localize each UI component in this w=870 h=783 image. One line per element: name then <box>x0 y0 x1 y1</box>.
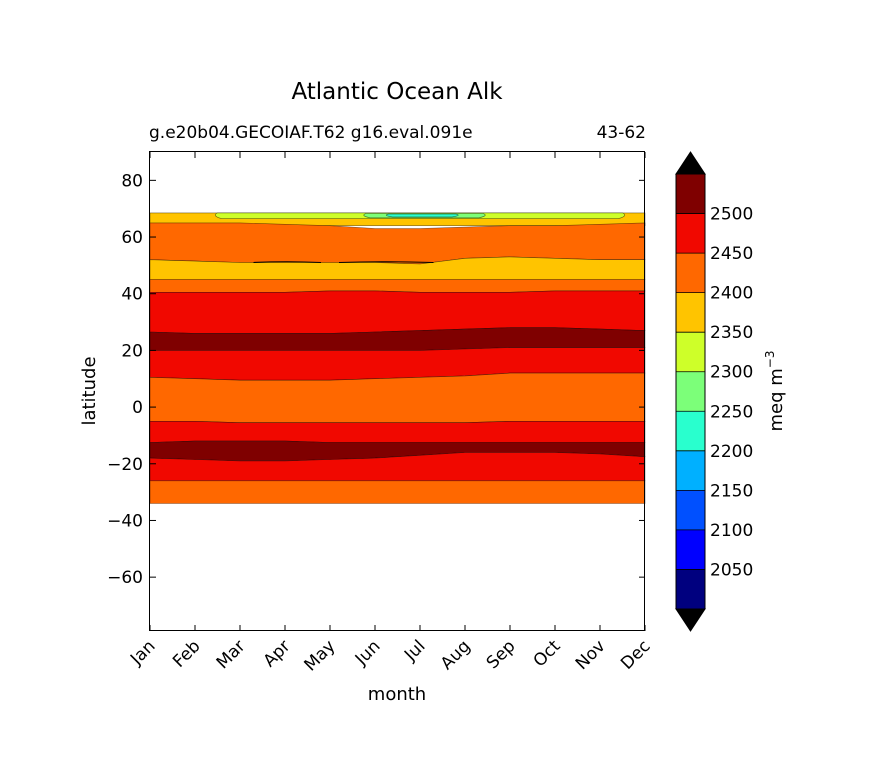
contour-band-3 <box>149 279 646 293</box>
colorbar-tick-label-9: 2050 <box>710 560 753 580</box>
contour-line-1 <box>338 261 434 264</box>
colorbar-segment-0 <box>676 569 705 609</box>
y-axis-label: latitude <box>79 356 100 425</box>
colorbar: 2500 2450 2400 2350 2300 2250 2200 2150 2100 2050 <box>675 151 753 632</box>
x-tick-label-3: Apr <box>260 636 295 671</box>
contour-line-0 <box>253 261 322 264</box>
x-tick-label-0: Jan <box>126 636 159 669</box>
y-tick-label-6: −40 <box>107 511 143 531</box>
colorbar-tick-label-2: 2400 <box>710 284 753 304</box>
contour-band-7 <box>149 372 646 423</box>
contour-band-4 <box>149 290 646 334</box>
colorbar-tick-label-6: 2200 <box>710 442 753 462</box>
colorbar-segment-5 <box>676 371 705 412</box>
y-tick-label-2: 40 <box>121 285 143 305</box>
y-tick-label-5: −20 <box>107 455 143 475</box>
colorbar-label-exponent: −3 <box>763 351 777 369</box>
contour-band-8 <box>149 421 646 443</box>
x-tick-label-1: Feb <box>169 636 204 671</box>
colorbar-tick-label-8: 2100 <box>710 521 753 541</box>
colorbar-segment-4 <box>676 411 705 451</box>
chart-subtitle-left: g.e20b04.GECOIAF.T62 g16.eval.091e <box>149 123 473 143</box>
chart-title: Atlantic Ocean Alk <box>291 79 503 105</box>
y-tick-label-4: 0 <box>132 398 143 418</box>
x-tick-label-11: Dec <box>617 636 654 673</box>
x-tick-label-6: Jul <box>400 636 429 665</box>
colorbar-tick-label-4: 2300 <box>710 363 753 383</box>
colorbar-segment-2 <box>676 490 705 530</box>
x-tick-label-7: Aug <box>437 636 475 674</box>
colorbar-tick-label-5: 2250 <box>710 402 753 422</box>
colorbar-tick-label-0: 2500 <box>710 205 753 225</box>
colorbar-segment-6 <box>676 332 705 372</box>
x-tick-label-5: Jun <box>351 636 385 670</box>
y-tick-label-0: 80 <box>121 171 143 191</box>
y-tick-label-7: −60 <box>107 568 143 588</box>
colorbar-extend-over <box>675 151 706 175</box>
y-tick-label-3: 20 <box>121 341 143 361</box>
y-axis: 80 60 40 20 0 −20 −40 −60 <box>107 171 645 588</box>
colorbar-label-unit: meq m <box>766 368 787 431</box>
contour-patch-2 <box>385 213 459 218</box>
colorbar-segment-3 <box>676 450 705 491</box>
colorbar-segment-9 <box>676 213 705 254</box>
colorbar-segment-7 <box>676 292 705 333</box>
colorbar-tick-label-7: 2150 <box>710 481 753 501</box>
chart-subtitle-right: 43-62 <box>597 123 646 143</box>
y-tick-label-1: 60 <box>121 228 143 248</box>
contour-band-1 <box>149 222 646 265</box>
colorbar-segment-10 <box>676 174 705 214</box>
colorbar-extend-under <box>675 608 706 632</box>
colorbar-tick-label-3: 2350 <box>710 323 753 343</box>
colorbar-tick-label-1: 2450 <box>710 244 753 264</box>
x-tick-label-9: Oct <box>530 636 565 671</box>
plot-area <box>149 212 646 504</box>
x-tick-label-4: May <box>301 636 340 675</box>
plot-frame <box>149 151 645 631</box>
x-tick-label-10: Nov <box>572 636 610 674</box>
x-tick-label-2: Mar <box>213 636 250 673</box>
colorbar-segment-1 <box>676 529 705 570</box>
colorbar-segment-8 <box>676 253 705 293</box>
x-axis-label: month <box>368 684 426 705</box>
x-tick-label-8: Sep <box>483 636 520 673</box>
contour-band-11 <box>149 480 646 504</box>
colorbar-label: meq m−3 <box>763 351 787 432</box>
colorbar-frame <box>675 173 706 610</box>
